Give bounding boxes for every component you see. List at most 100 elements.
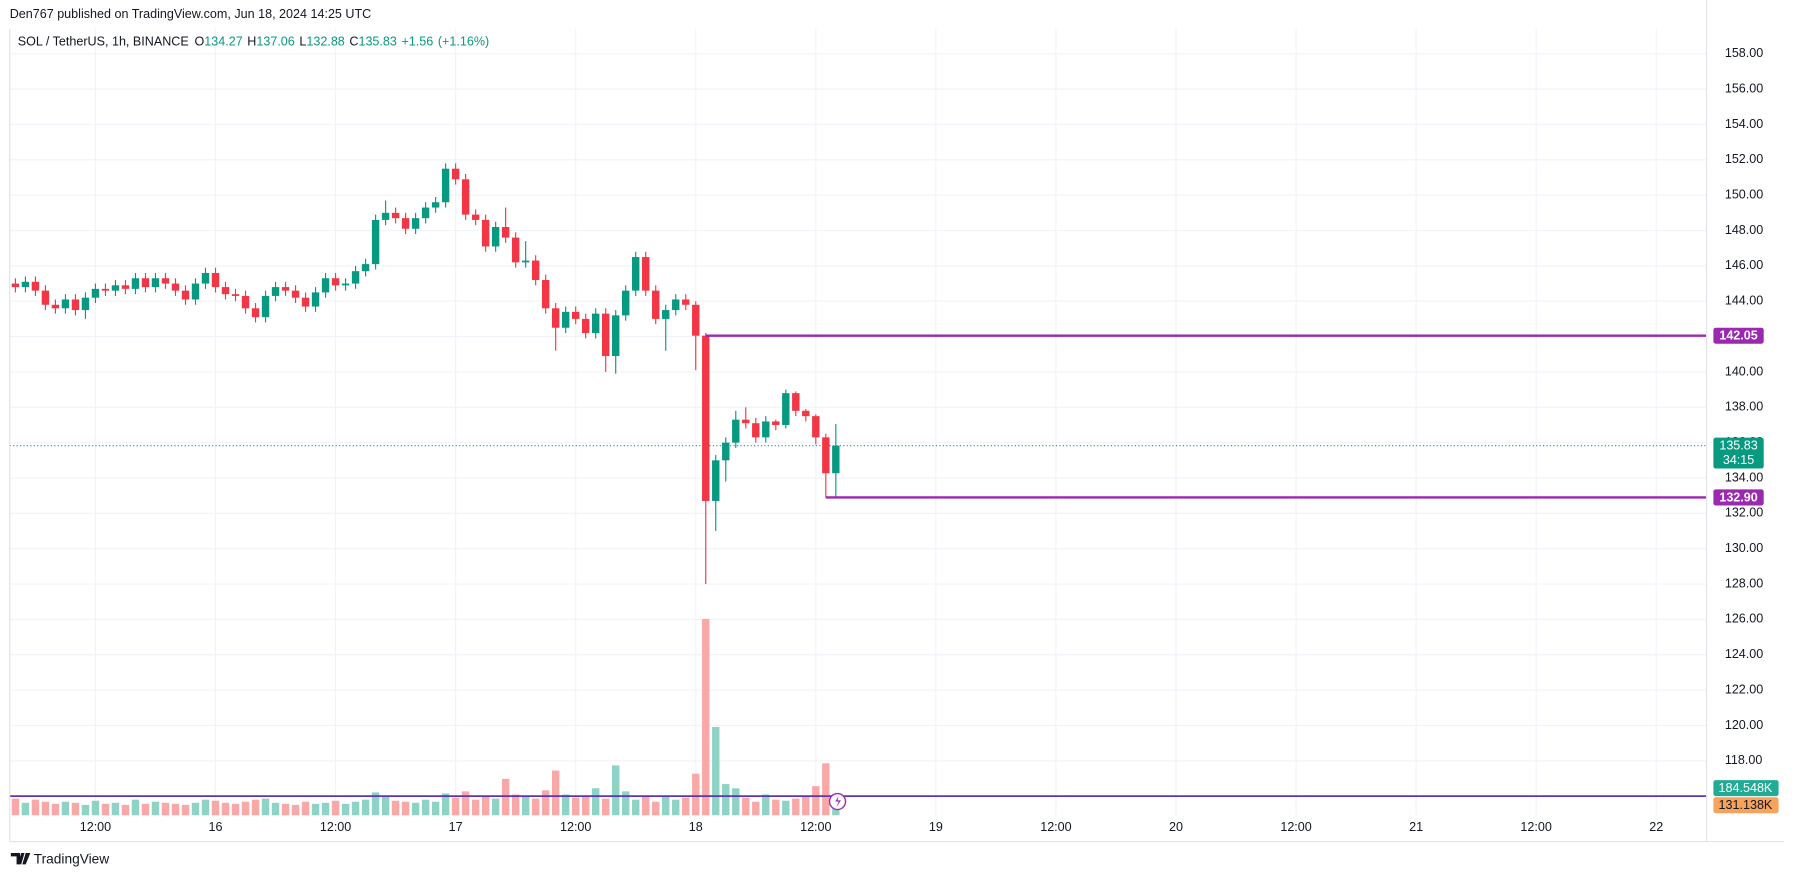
candle-body <box>501 226 510 238</box>
y-tick-label: 154.00 <box>1725 117 1763 131</box>
candle-body <box>461 179 470 215</box>
countdown-label: 34:15 <box>1723 453 1754 467</box>
legend-key: H <box>247 35 256 49</box>
candle-body <box>682 299 690 305</box>
volume-bar <box>261 798 270 816</box>
candle-body <box>451 168 460 180</box>
x-tick-label: 12:00 <box>1520 820 1551 834</box>
candle-body <box>91 288 100 298</box>
candle-body <box>541 280 550 309</box>
volume-bar <box>21 802 30 816</box>
candle-body <box>672 299 680 311</box>
candle-body <box>782 393 790 425</box>
legend-value: 137.06 <box>256 35 294 49</box>
candle-body <box>602 313 610 357</box>
candle-body <box>271 287 280 296</box>
logo-mark <box>10 852 31 865</box>
candle-body <box>471 214 480 220</box>
candle-body <box>802 410 810 417</box>
volume-bar <box>451 797 460 816</box>
volume-bar <box>461 791 470 816</box>
y-tick-label: 122.00 <box>1725 682 1763 696</box>
y-tick-label: 148.00 <box>1725 223 1763 237</box>
volume-line-label: 184.548K <box>1719 781 1773 795</box>
volume-bar <box>652 801 660 816</box>
y-tick-label: 158.00 <box>1725 46 1763 60</box>
candle-body <box>531 260 540 281</box>
candle-body <box>421 207 430 219</box>
y-tick-label: 144.00 <box>1725 294 1763 308</box>
volume-bar <box>211 800 220 816</box>
x-tick-label: 17 <box>449 820 463 834</box>
candle-body <box>71 299 80 311</box>
candle-body <box>81 297 90 311</box>
y-tick-label: 130.00 <box>1725 541 1763 555</box>
legend-value: 134.27 <box>204 35 242 49</box>
y-tick-label: 156.00 <box>1725 81 1763 95</box>
candle-body <box>411 218 420 229</box>
candle-body <box>491 226 500 247</box>
candle-body <box>151 278 160 288</box>
volume-bar <box>11 798 20 816</box>
volume-bar <box>131 799 140 816</box>
candle-body <box>692 304 700 336</box>
candle-body <box>231 294 240 296</box>
legend-key: O <box>194 35 204 49</box>
volume-bar <box>712 726 720 816</box>
candle-body <box>301 297 310 307</box>
footer-brand: TradingView <box>34 851 110 866</box>
candle-body <box>722 442 730 461</box>
volume-bar <box>251 799 260 816</box>
candle-body <box>792 393 800 411</box>
volume-bar <box>782 800 790 816</box>
y-tick-label: 118.00 <box>1725 753 1763 767</box>
y-tick-label: 152.00 <box>1725 152 1763 166</box>
volume-bar <box>632 799 640 816</box>
volume-bar <box>231 803 240 816</box>
y-tick-label: 138.00 <box>1725 400 1763 414</box>
volume-bar <box>181 804 190 816</box>
volume-bar <box>431 801 440 816</box>
volume-bar <box>301 801 310 816</box>
volume-bar <box>201 799 210 816</box>
x-tick-label: 21 <box>1409 820 1423 834</box>
overlay: SOL / TetherUS, 1h, BINANCE O134.27 H137.0… <box>18 35 1779 814</box>
volume-bar <box>772 799 780 816</box>
volume-bar <box>812 786 820 816</box>
volume-bar <box>381 795 390 816</box>
candle-body <box>521 260 530 263</box>
x-tick-label: 12:00 <box>1040 820 1071 834</box>
x-tick-label: 12:00 <box>560 820 591 834</box>
candle-body <box>111 285 120 291</box>
volume-bar <box>471 799 480 816</box>
candle-body <box>31 281 40 291</box>
volume-bar <box>752 801 760 816</box>
volume-bar <box>551 770 560 816</box>
volume-bar <box>41 801 50 816</box>
volume-bar <box>241 801 250 816</box>
volume-bar <box>481 796 490 816</box>
candle-body <box>441 168 450 203</box>
volume-bar <box>371 792 380 816</box>
last-volume-box <box>1713 797 1779 814</box>
volume-bar <box>51 803 60 816</box>
volume-bar <box>732 788 740 816</box>
x-tick-label: 12:00 <box>80 820 111 834</box>
candle-body <box>712 460 720 501</box>
candle-body <box>822 437 830 474</box>
candle-body <box>832 445 840 474</box>
volume-bar <box>682 797 690 816</box>
volume-bar <box>321 802 330 816</box>
y-tick-label: 132.00 <box>1725 506 1763 520</box>
volume-bar <box>101 803 110 816</box>
x-tick-label: 12:00 <box>800 820 831 834</box>
y-tick-label: 150.00 <box>1725 188 1763 202</box>
volume-bar <box>361 799 370 816</box>
volume-bar <box>822 763 830 816</box>
volume-bar <box>742 797 750 816</box>
candle-body <box>812 416 820 438</box>
last-volume-label: 131.138K <box>1719 798 1773 812</box>
candle-body <box>281 287 290 291</box>
y-tick-label: 124.00 <box>1725 647 1763 661</box>
